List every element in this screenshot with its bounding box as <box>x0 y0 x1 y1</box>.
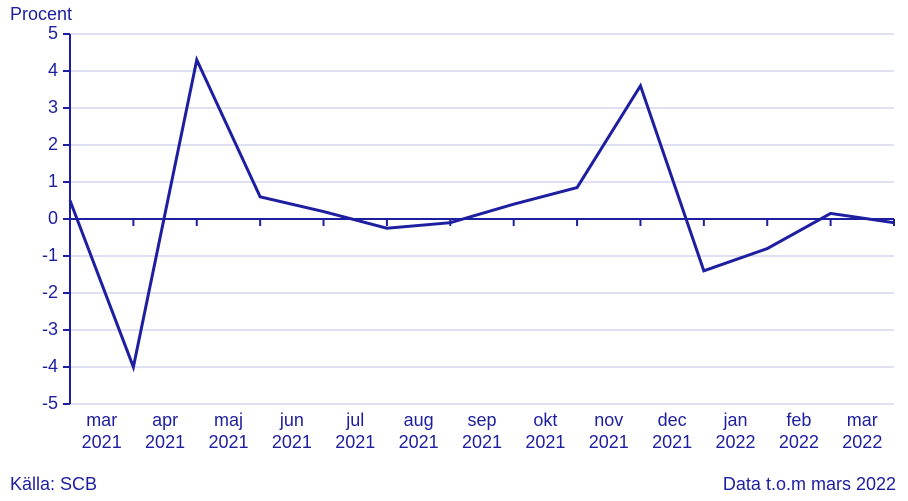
x-tick-label-month: nov <box>594 410 623 430</box>
x-tick-label-year: 2021 <box>272 432 312 452</box>
y-tick-label: 1 <box>48 171 58 191</box>
x-tick-label-year: 2021 <box>652 432 692 452</box>
x-tick-label-month: jul <box>345 410 364 430</box>
y-tick-label: -5 <box>42 393 58 413</box>
y-tick-label: 2 <box>48 134 58 154</box>
x-tick-label-year: 2021 <box>525 432 565 452</box>
y-tick-label: 0 <box>48 208 58 228</box>
x-tick-label-year: 2021 <box>399 432 439 452</box>
y-tick-label: -1 <box>42 245 58 265</box>
x-tick-label-month: apr <box>152 410 178 430</box>
x-tick-label-year: 2021 <box>208 432 248 452</box>
x-tick-label-month: jun <box>279 410 304 430</box>
x-tick-label-month: sep <box>467 410 496 430</box>
x-tick-label-month: maj <box>214 410 243 430</box>
chart-container: Procent 543210-1-2-3-4-5mar2021apr2021ma… <box>0 0 908 501</box>
x-tick-label-year: 2021 <box>82 432 122 452</box>
y-tick-label: -2 <box>42 282 58 302</box>
x-tick-label-year: 2021 <box>335 432 375 452</box>
x-tick-label-year: 2022 <box>716 432 756 452</box>
y-tick-label: -3 <box>42 319 58 339</box>
x-tick-label-year: 2021 <box>589 432 629 452</box>
x-tick-label-month: dec <box>658 410 687 430</box>
y-tick-label: 4 <box>48 60 58 80</box>
chart-svg: 543210-1-2-3-4-5mar2021apr2021maj2021jun… <box>0 0 908 501</box>
x-tick-label-month: jan <box>723 410 748 430</box>
x-tick-label-year: 2021 <box>462 432 502 452</box>
x-tick-label-month: okt <box>533 410 557 430</box>
x-tick-label-year: 2022 <box>779 432 819 452</box>
footer-date-range: Data t.o.m mars 2022 <box>723 474 896 495</box>
x-tick-label-year: 2022 <box>842 432 882 452</box>
y-tick-label: -4 <box>42 356 58 376</box>
x-tick-label-month: mar <box>847 410 878 430</box>
y-tick-label: 5 <box>48 23 58 43</box>
y-tick-label: 3 <box>48 97 58 117</box>
x-tick-label-month: feb <box>786 410 811 430</box>
data-series-line <box>70 60 894 367</box>
x-tick-label-month: aug <box>404 410 434 430</box>
x-tick-label-month: mar <box>86 410 117 430</box>
x-tick-label-year: 2021 <box>145 432 185 452</box>
footer-source: Källa: SCB <box>10 474 97 495</box>
